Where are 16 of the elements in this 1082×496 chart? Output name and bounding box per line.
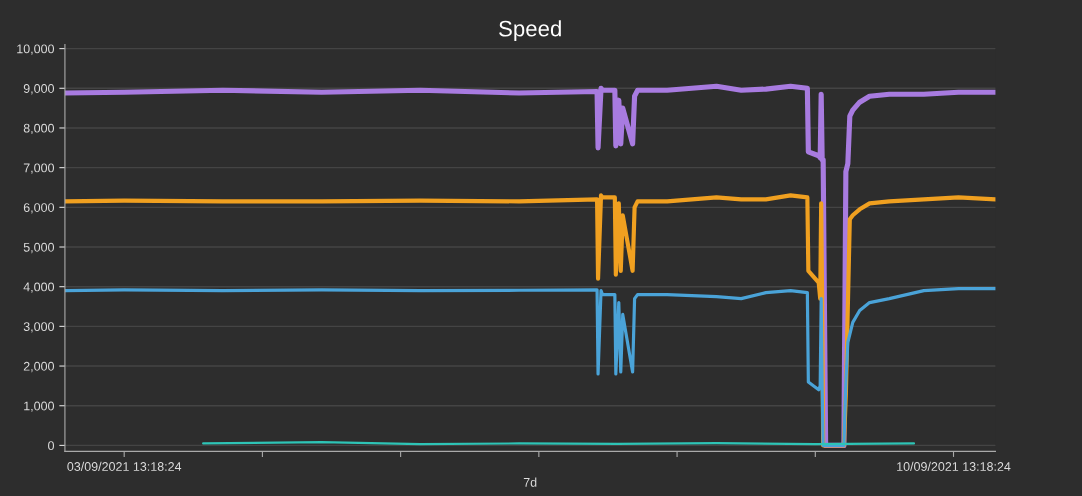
y-tick-label: 2,000 [23, 361, 55, 373]
y-tick-label: 7,000 [23, 163, 55, 174]
y-tick-label: 4,000 [23, 282, 55, 293]
y-tick-label: 9,000 [23, 84, 55, 95]
y-tick-label: 6,000 [23, 203, 55, 214]
y-tick-label: 1,000 [24, 401, 55, 412]
y-tick-label: 0 [48, 441, 55, 451]
x-tick-label: 10/09/2021 13:18:24 [897, 461, 1011, 471]
y-tick-label: 8,000 [23, 123, 55, 135]
y-tick-label: 3,000 [23, 322, 55, 333]
x-axis-title: 7d [523, 477, 537, 487]
x-tick-label: 03/09/2021 13:18:24 [67, 461, 182, 471]
y-tick-label: 5,000 [23, 242, 55, 254]
line-series [64, 287, 996, 448]
chart-title: Speed [499, 20, 561, 41]
y-tick-label: 10,000 [17, 44, 55, 55]
